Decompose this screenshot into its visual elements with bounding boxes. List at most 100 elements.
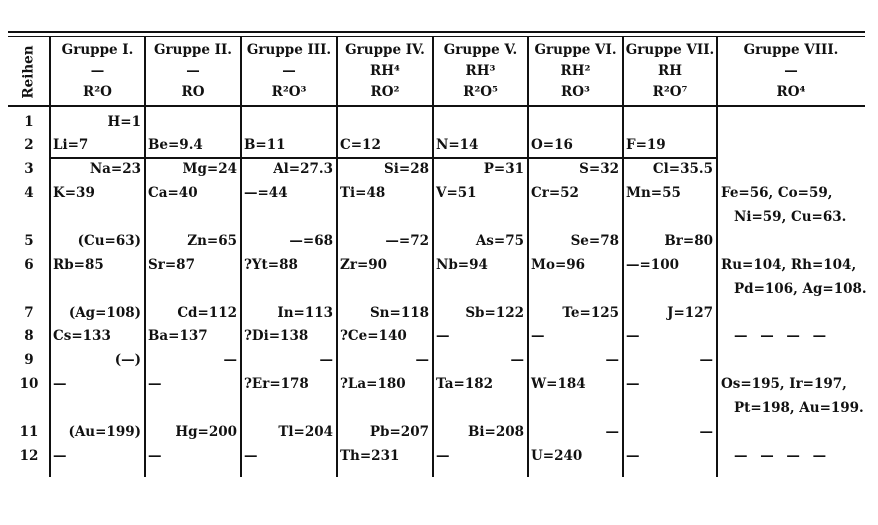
element-cell: —=68	[289, 233, 333, 249]
element-cell: Cr=52	[531, 185, 579, 201]
element-cell: B=11	[244, 137, 286, 153]
column-divider	[49, 37, 51, 477]
row-number: 6	[24, 257, 34, 273]
group-header: Gruppe III. — R²O³	[241, 40, 337, 104]
element-cell: Th=231	[340, 448, 400, 464]
group8-cell: Ru=104, Rh=104,	[721, 257, 857, 273]
column-divider	[144, 37, 146, 477]
row-number: 4	[24, 185, 34, 201]
element-cell: S=32	[579, 161, 619, 177]
column-divider	[336, 37, 338, 477]
row-number: 3	[24, 161, 34, 177]
group-hydride: RH²	[560, 63, 591, 79]
top-rule-inner	[8, 36, 865, 37]
element-cell: ?Ce=140	[340, 328, 407, 344]
element-cell: Br=80	[664, 233, 713, 249]
group-hydride: RH⁴	[370, 63, 400, 79]
group-name: Gruppe IV.	[345, 42, 425, 58]
element-cell: —=44	[244, 185, 288, 201]
row-number: 1	[24, 114, 34, 130]
element-cell: Tl=204	[278, 424, 333, 440]
group-name: Gruppe III.	[246, 42, 332, 58]
column-divider	[716, 37, 718, 477]
group8-cell: Os=195, Ir=197,	[721, 376, 847, 392]
element-cell: P=31	[483, 161, 524, 177]
group-header: Gruppe IV. RH⁴ RO²	[337, 40, 433, 104]
element-cell: Mo=96	[531, 257, 586, 273]
group-hydride: —	[90, 63, 105, 79]
element-cell: —	[626, 376, 640, 392]
element-cell: —=72	[385, 233, 429, 249]
group-name: Gruppe V.	[443, 42, 518, 58]
group-hydride: RH³	[465, 63, 496, 79]
group8-cell: Pd=106, Ag=108.	[734, 281, 867, 297]
group-header: Gruppe II. — RO	[145, 40, 241, 104]
element-cell: —	[436, 328, 450, 344]
column-divider	[622, 37, 624, 477]
element-cell: U=240	[531, 448, 583, 464]
element-cell: In=113	[277, 305, 333, 321]
element-cell: —=100	[626, 257, 679, 273]
element-cell: Cl=35.5	[652, 161, 713, 177]
element-cell: Ca=40	[148, 185, 198, 201]
element-cell: C=12	[340, 137, 381, 153]
element-cell: —	[53, 376, 67, 392]
row-number: 10	[19, 376, 39, 392]
group-header: Gruppe VIII. — RO⁴	[717, 40, 865, 104]
element-cell: ?La=180	[340, 376, 406, 392]
element-cell: Al=27.3	[273, 161, 333, 177]
element-cell: Rb=85	[53, 257, 104, 273]
element-cell: (Au=199)	[68, 424, 141, 440]
column-divider	[432, 37, 434, 477]
element-cell: —	[605, 352, 620, 368]
element-cell: —	[148, 376, 162, 392]
row2-rule	[50, 157, 718, 159]
element-cell: (—)	[114, 352, 141, 368]
row-number: 5	[24, 233, 34, 249]
element-cell: Li=7	[53, 137, 89, 153]
element-cell: —	[605, 424, 620, 440]
element-cell: Cd=112	[177, 305, 237, 321]
element-cell: Te=125	[562, 305, 619, 321]
group-header: Gruppe VI. RH² RO³	[528, 40, 623, 104]
element-cell: Bi=208	[467, 424, 524, 440]
group-name: Gruppe II.	[154, 42, 232, 58]
group-name: Gruppe VII.	[625, 42, 715, 58]
element-cell: —	[436, 448, 450, 464]
group-header: Gruppe V. RH³ R²O⁵	[433, 40, 528, 104]
row-number: 12	[19, 448, 39, 464]
element-cell: Zn=65	[187, 233, 237, 249]
group-oxide: R²O⁵	[463, 84, 498, 100]
group-oxide: R²O	[83, 84, 112, 100]
element-cell: —	[244, 448, 258, 464]
element-cell: Hg=200	[175, 424, 237, 440]
row-number: 2	[24, 137, 34, 153]
element-cell: Ba=137	[148, 328, 208, 344]
element-cell: (Cu=63)	[77, 233, 141, 249]
element-cell: Sb=122	[465, 305, 524, 321]
element-cell: Pb=207	[369, 424, 429, 440]
group-hydride: —	[784, 63, 798, 79]
group-oxide: RO⁴	[776, 84, 806, 100]
element-cell: —	[626, 448, 640, 464]
group-name: Gruppe VIII.	[743, 42, 839, 58]
element-cell: J=127	[667, 305, 713, 321]
element-cell: —	[223, 352, 238, 368]
group-oxide: R²O⁷	[652, 84, 688, 100]
group-oxide: RO	[181, 84, 205, 100]
element-cell: Zr=90	[340, 257, 388, 273]
row-header: Reihen	[9, 40, 49, 104]
element-cell: O=16	[531, 137, 573, 153]
element-cell: W=184	[531, 376, 586, 392]
element-cell: Mg=24	[182, 161, 237, 177]
row-header-label: Reihen	[21, 45, 37, 99]
group-name: Gruppe I.	[61, 42, 134, 58]
row-number: 7	[24, 305, 34, 321]
element-cell: As=75	[475, 233, 524, 249]
element-cell: Sn=118	[369, 305, 429, 321]
group8-cell: Ni=59, Cu=63.	[734, 209, 847, 225]
group8-cell: Fe=56, Co=59,	[721, 185, 833, 201]
element-cell: Mn=55	[626, 185, 681, 201]
row-number: 8	[24, 328, 34, 344]
element-cell: N=14	[436, 137, 479, 153]
